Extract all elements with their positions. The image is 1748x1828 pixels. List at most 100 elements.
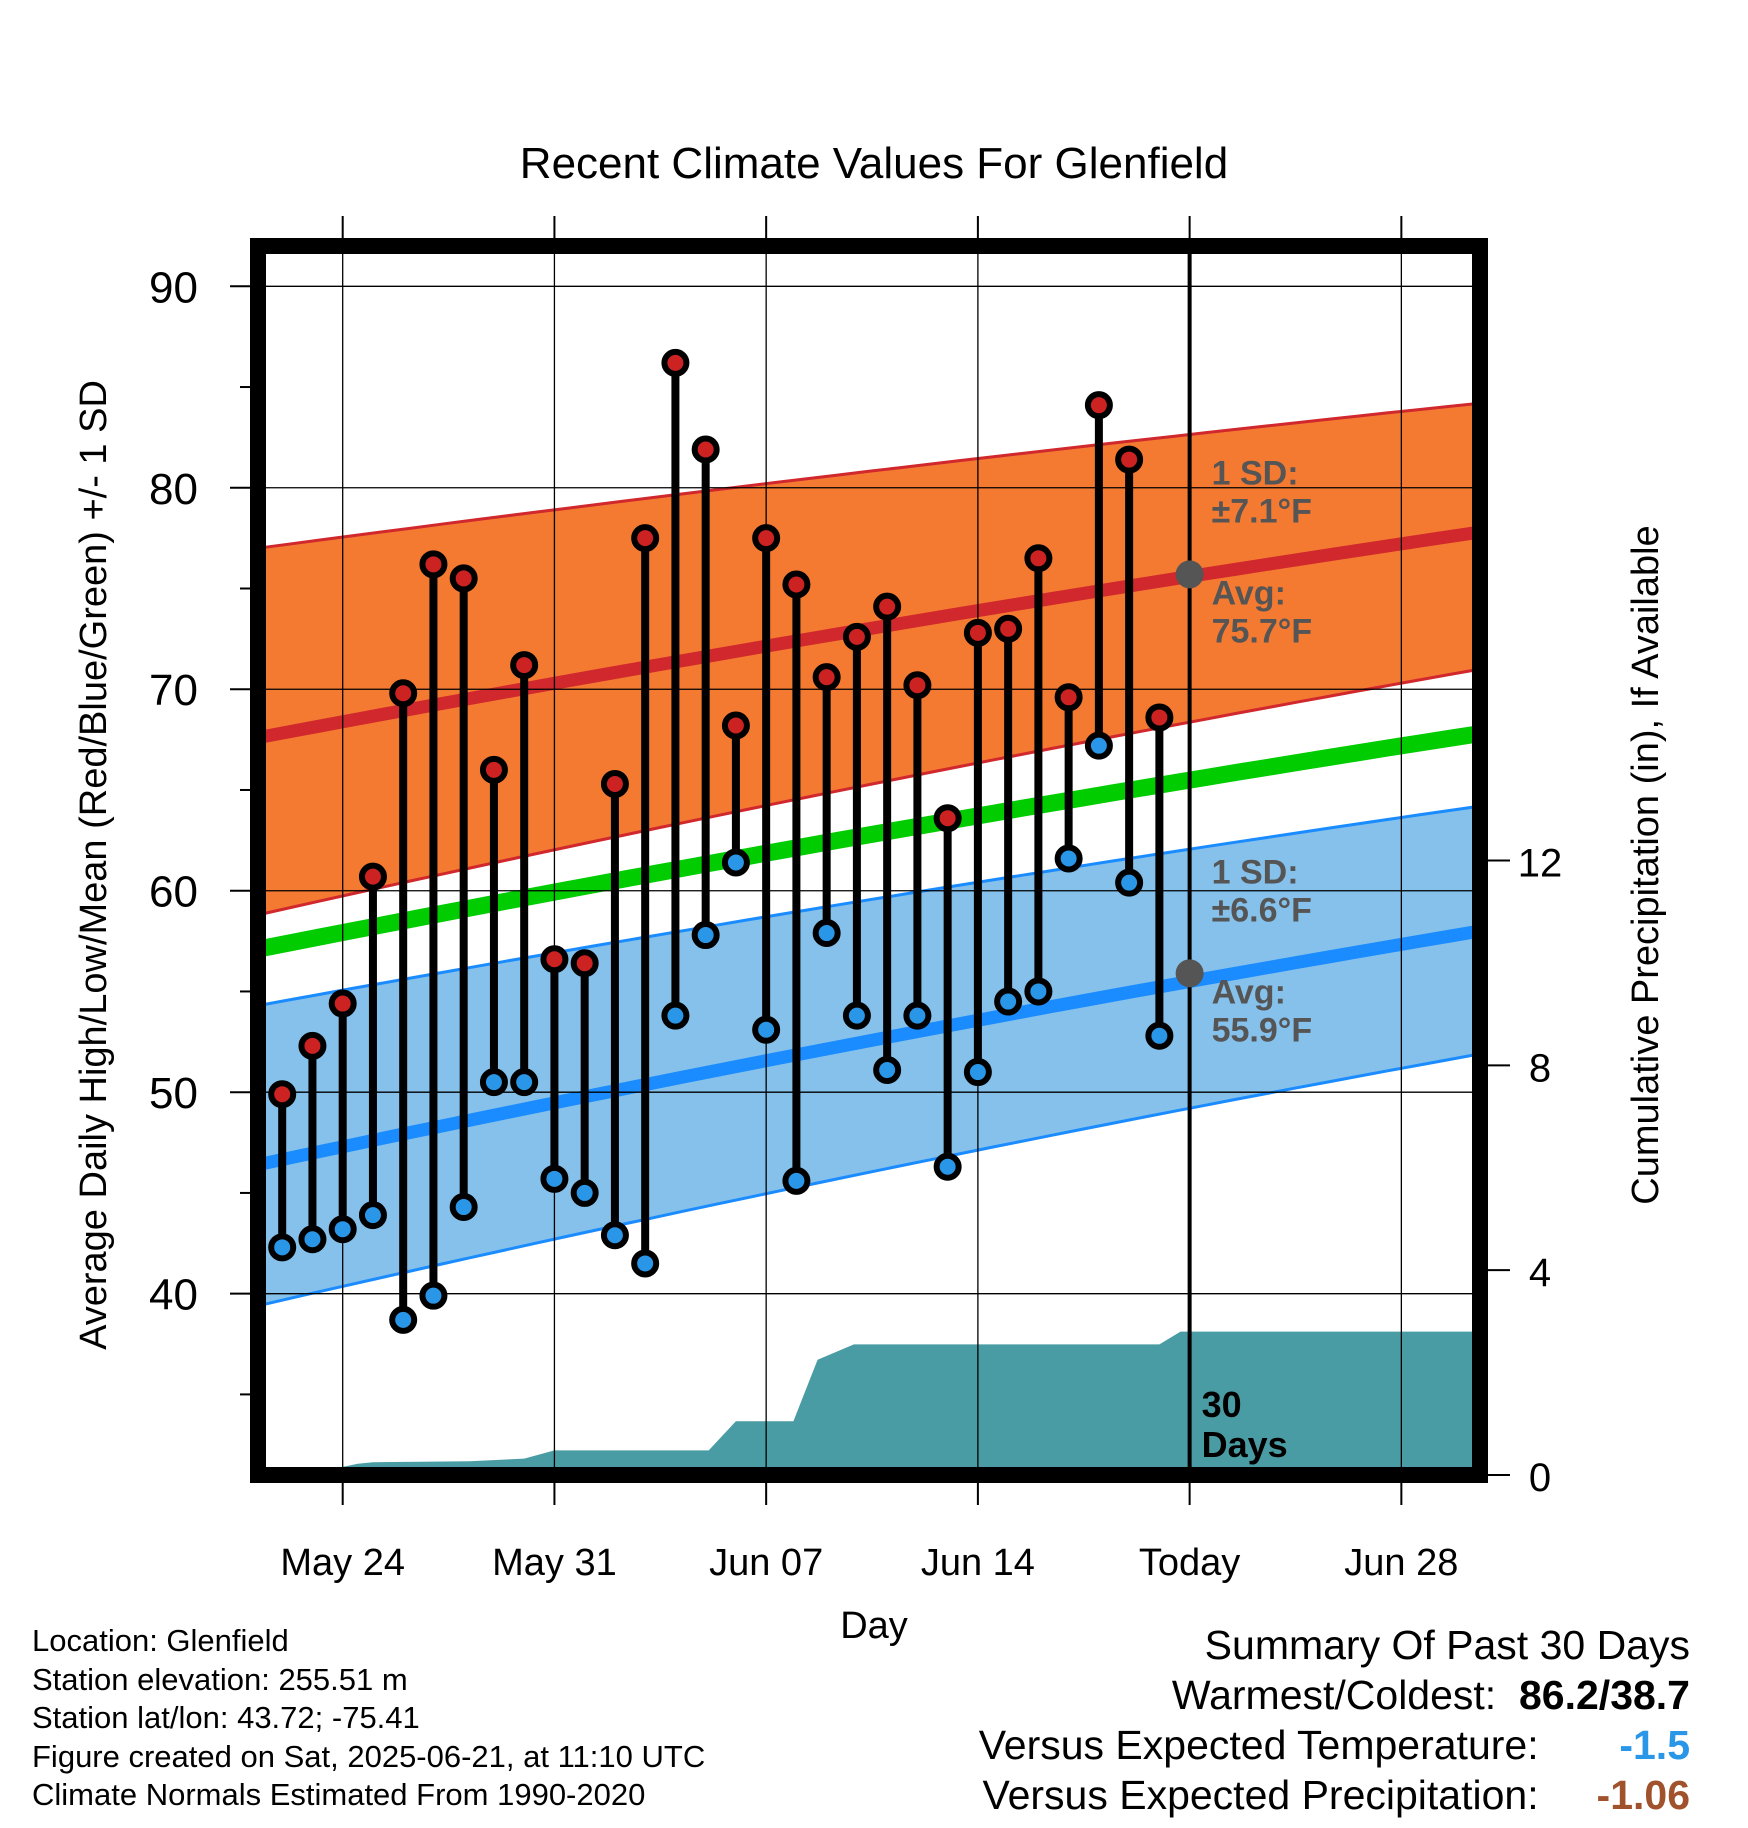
daily-low-point <box>752 1015 781 1044</box>
x-tick-label: May 24 <box>280 1542 405 1584</box>
daily-low-point <box>1054 844 1083 873</box>
temp-departure-row: Versus Expected Temperature: -1.5 <box>979 1720 1690 1770</box>
low-avg-value: 55.9°F <box>1212 1011 1313 1049</box>
daily-high-point <box>389 679 418 708</box>
elevation-text: Station elevation: 255.51 m <box>32 1661 408 1697</box>
high-sd-value: ±7.1°F <box>1212 492 1312 530</box>
daily-high-point <box>903 671 932 700</box>
daily-low-point <box>479 1068 508 1097</box>
plot-frame <box>250 238 1488 1483</box>
daily-high-point <box>540 945 569 974</box>
temp-departure-label: Versus Expected Temperature: <box>978 1722 1539 1768</box>
daily-high-point <box>358 862 387 891</box>
x-tick-label: Jun 07 <box>709 1542 823 1584</box>
daily-high-point <box>721 711 750 740</box>
y-tick-label: 40 <box>149 1271 198 1320</box>
days-label-word: Days <box>1202 1424 1288 1465</box>
daily-high-point <box>812 663 841 692</box>
daily-low-point <box>419 1281 448 1310</box>
y-tick-label: 60 <box>149 868 198 917</box>
daily-low-point <box>1145 1021 1174 1050</box>
summary-title: Summary Of Past 30 Days <box>1204 1622 1690 1668</box>
daily-high-point <box>328 989 357 1018</box>
high-sd-label: 1 SD: <box>1212 454 1299 492</box>
daily-low-point <box>782 1166 811 1195</box>
high-sd-band <box>258 403 1480 915</box>
daily-high-point <box>873 592 902 621</box>
low-sd-label: 1 SD: <box>1212 853 1299 891</box>
y2-tick-label: 4 <box>1529 1251 1551 1295</box>
normals-text: Climate Normals Estimated From 1990-2020 <box>32 1777 646 1812</box>
daily-low-point <box>298 1225 327 1254</box>
x-tick-label: May 31 <box>492 1542 617 1584</box>
daily-high-point <box>691 435 720 464</box>
x-tick-label: Today <box>1139 1542 1240 1584</box>
today-high-avg-marker <box>1175 560 1204 589</box>
daily-high-point <box>1115 445 1144 474</box>
daily-high-point <box>1054 683 1083 712</box>
daily-high-point <box>298 1031 327 1060</box>
precip-departure-value: -1.06 <box>1596 1772 1690 1818</box>
daily-low-point <box>691 921 720 950</box>
warmest-coldest-value: 86.2/38.7 <box>1519 1672 1690 1718</box>
daily-high-point <box>661 348 690 377</box>
y2-tick-label: 0 <box>1529 1456 1551 1500</box>
warmest-coldest-row: Warmest/Coldest: 86.2/38.7 <box>979 1670 1690 1720</box>
daily-high-point <box>842 622 871 651</box>
daily-low-point <box>268 1233 297 1262</box>
daily-high-point <box>479 755 508 784</box>
daily-low-point <box>1084 731 1113 760</box>
daily-high-point <box>510 651 539 680</box>
precip-area <box>258 1331 1480 1475</box>
created-text: Figure created on Sat, 2025-06-21, at 11… <box>32 1738 706 1774</box>
x-tick-label: Jun 14 <box>921 1542 1035 1584</box>
daily-low-point <box>963 1058 992 1087</box>
daily-low-point <box>540 1164 569 1193</box>
daily-low-point <box>873 1056 902 1085</box>
station-info: Location: Glenfield Station elevation: 2… <box>32 1622 705 1815</box>
x-tick-label: Jun 28 <box>1344 1542 1458 1584</box>
today-low-avg-marker <box>1175 959 1204 988</box>
location-text: Location: Glenfield <box>32 1623 289 1658</box>
days-label-number: 30 <box>1202 1384 1242 1425</box>
temp-departure-value: -1.5 <box>1619 1722 1690 1768</box>
y2-tick-label: 8 <box>1529 1046 1551 1090</box>
daily-high-point <box>1024 544 1053 573</box>
daily-high-point <box>963 618 992 647</box>
daily-high-point <box>570 949 599 978</box>
daily-high-point <box>631 524 660 553</box>
precip-departure-row: Versus Expected Precipitation: -1.06 <box>979 1770 1691 1820</box>
low-avg-label: Avg: <box>1212 973 1286 1011</box>
y-tick-label: 90 <box>149 263 198 312</box>
warmest-coldest-label: Warmest/Coldest: <box>1171 1672 1497 1718</box>
daily-low-point <box>358 1201 387 1230</box>
daily-low-point <box>328 1215 357 1244</box>
daily-high-point <box>752 524 781 553</box>
summary-panel: Summary Of Past 30 Days Warmest/Coldest:… <box>979 1620 1690 1820</box>
high-avg-label: Avg: <box>1212 574 1286 612</box>
daily-low-point <box>933 1152 962 1181</box>
y-tick-label: 50 <box>149 1069 198 1118</box>
daily-high-point <box>419 550 448 579</box>
y-tick-label: 70 <box>149 666 198 715</box>
daily-low-point <box>903 1001 932 1030</box>
high-avg-value: 75.7°F <box>1212 612 1313 650</box>
daily-low-point <box>994 987 1023 1016</box>
precip-departure-label: Versus Expected Precipitation: <box>982 1772 1539 1818</box>
daily-high-point <box>1145 703 1174 732</box>
high-sd-band-upper-edge <box>257 401 1481 550</box>
daily-low-point <box>600 1221 629 1250</box>
chart-title: Recent Climate Values For Glenfield <box>520 139 1228 188</box>
daily-high-point <box>1084 391 1113 420</box>
daily-low-point <box>510 1068 539 1097</box>
daily-high-point <box>600 769 629 798</box>
daily-low-point <box>1024 977 1053 1006</box>
daily-low-point <box>570 1178 599 1207</box>
daily-low-point <box>389 1305 418 1334</box>
y2-tick-label: 12 <box>1518 842 1563 886</box>
low-sd-value: ±6.6°F <box>1212 891 1312 929</box>
daily-high-point <box>782 570 811 599</box>
daily-low-point <box>631 1249 660 1278</box>
